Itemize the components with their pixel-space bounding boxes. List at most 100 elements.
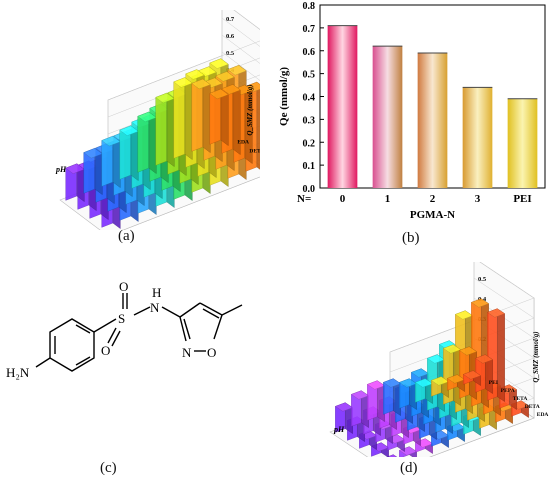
bar-3d <box>462 370 482 386</box>
row-label: DETA <box>249 148 260 154</box>
x-tick-label: 2 <box>430 193 436 205</box>
chart-b-bar-chart: 0.0 0.1 0.2 0.3 0.4 0.5 0.6 0.7 0.8 Qe (mmol/g) 0 1… <box>278 1 546 221</box>
bar <box>372 46 403 188</box>
bar-3d <box>83 147 103 196</box>
x-axis-label: pH <box>333 425 345 434</box>
x-tick-label: 3 <box>475 193 481 205</box>
z-grid-line <box>389 277 535 373</box>
row-label: DETA <box>525 404 540 410</box>
bar-3d <box>398 378 418 410</box>
atom-o-top: O <box>119 279 128 294</box>
bar <box>462 87 493 188</box>
x-axis-label: pH <box>55 165 67 174</box>
bar-side-face <box>184 77 193 161</box>
atom-nh-h: H <box>152 285 161 300</box>
bar-3d <box>137 111 157 175</box>
bar-3d <box>382 378 402 416</box>
panel-d: 0.00.10.20.30.40.50.6Q_SMZ (mmol/g)pHPEI… <box>300 256 550 473</box>
panel-label-b: (b) <box>402 230 420 246</box>
bar-3d <box>191 78 211 154</box>
y-axis-label: Qe (mmol/g) <box>278 67 290 126</box>
panel-b: 0.0 0.1 0.2 0.3 0.4 0.5 0.6 0.7 0.8 Qe (mmol/g) 0 1… <box>275 0 550 225</box>
atom-o-ring: O <box>207 345 216 360</box>
panel-a: 0.00.10.20.30.40.50.60.70.8Q_SMZ (mmol/g… <box>40 0 288 237</box>
bar-top-face <box>221 84 241 95</box>
z-grid-line <box>389 257 535 353</box>
bar-top-face <box>474 354 494 364</box>
row-label: PEPA <box>501 388 515 394</box>
y-tick-label: 0.5 <box>303 70 316 81</box>
bar <box>327 25 358 189</box>
y-tick-label: 0.7 <box>303 24 316 35</box>
z-tick-label: 0.7 <box>226 16 235 23</box>
bar-3d <box>334 402 354 434</box>
y-tick-label: 0.0 <box>303 184 316 195</box>
bar-3d <box>173 77 193 161</box>
bar-top-face <box>462 370 482 380</box>
bar-3d <box>430 376 450 398</box>
z-axis-label: Q_SMZ (mmol/g) <box>532 331 540 382</box>
bar-top-face <box>227 65 247 76</box>
x-tick-label: 0 <box>340 193 346 205</box>
bar-3d <box>474 354 494 394</box>
z-tick-label: 0.6 <box>478 262 487 263</box>
atom-o-bottom: O <box>101 343 110 358</box>
bar-3d <box>446 374 466 392</box>
bar-side-face <box>220 88 229 147</box>
x-tick-label: PEI <box>513 193 531 205</box>
bar-side-face <box>148 111 157 175</box>
bar-top-face <box>185 69 205 80</box>
bar-3d <box>209 88 229 147</box>
chart-a-3d-bar-plot: 0.00.10.20.30.40.50.60.70.8Q_SMZ (mmol/g… <box>55 0 288 237</box>
bar-side-face <box>256 81 265 174</box>
bar-top-face <box>470 298 490 308</box>
sulfamethoxazole-structure: O S O N H N O H₂N <box>6 279 243 380</box>
bar-3d <box>486 308 506 402</box>
row-label: EDA <box>237 139 249 145</box>
bar <box>507 98 538 188</box>
row-label: EDA <box>537 412 549 418</box>
y-tick-label: 0.2 <box>303 138 316 149</box>
bar-front-face <box>173 77 186 159</box>
y-tick-label: 0.8 <box>303 1 316 12</box>
row-label: TETA <box>513 396 528 402</box>
bar-top-face <box>458 346 478 356</box>
y-tick-label: 0.6 <box>303 47 316 58</box>
z-tick-label: 0.5 <box>478 276 487 283</box>
bar-top-face <box>486 308 506 318</box>
z-tick-label: 0.5 <box>226 50 235 57</box>
bar-side-face <box>166 92 175 168</box>
atom-n-ring: N <box>182 345 192 360</box>
bar <box>417 53 448 188</box>
bar-top-face <box>209 88 229 100</box>
y-tick-label: 0.3 <box>303 115 316 126</box>
bar-3d <box>119 125 139 182</box>
atom-nh-n: N <box>150 300 160 315</box>
z-axis-label: Q_SMZ (mmol/g) <box>246 84 254 135</box>
row-label: PEI <box>489 380 498 386</box>
bar-front-face <box>191 78 204 152</box>
bar-3d <box>350 390 370 428</box>
chart-d-3d-bar-plot: 0.00.10.20.30.40.50.6Q_SMZ (mmol/g)pHPEI… <box>329 256 549 473</box>
bar-3d <box>101 135 121 189</box>
bar-3d <box>366 380 386 422</box>
x-axis-label: PGMA-N <box>410 209 455 221</box>
amine-label: H₂N <box>6 365 30 380</box>
bar-front-face <box>155 92 168 166</box>
bar-top-face <box>191 78 211 90</box>
bar-side-face <box>202 78 211 154</box>
panel-c: O S O N H N O H₂N <box>0 265 270 445</box>
bar-3d <box>65 163 85 203</box>
atom-s: S <box>118 311 125 326</box>
bar-top-face <box>209 58 229 69</box>
y-tick-label: 0.1 <box>303 161 316 172</box>
panel-label-c: (c) <box>100 460 117 476</box>
bar-top-face <box>215 71 235 82</box>
bar-3d <box>155 92 175 168</box>
y-tick-label: 0.4 <box>303 93 316 104</box>
panel-label-d: (d) <box>400 460 418 476</box>
panel-label-a: (a) <box>118 228 135 244</box>
z-tick-label: 0.6 <box>226 33 235 40</box>
n-prefix-label: N= <box>297 193 311 205</box>
x-tick-label: 1 <box>385 193 391 205</box>
